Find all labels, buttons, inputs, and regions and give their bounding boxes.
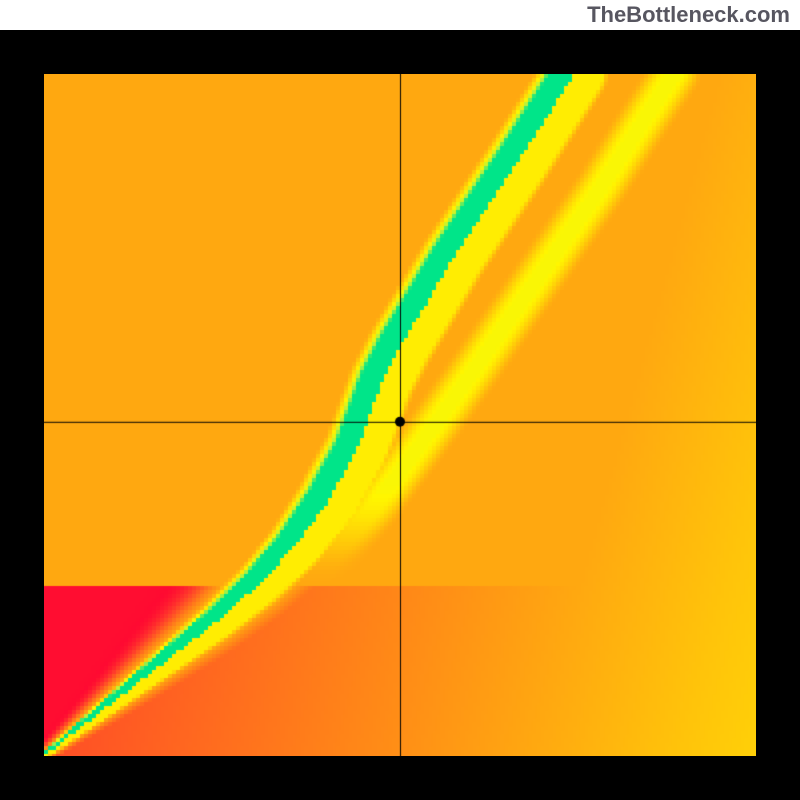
watermark-text: TheBottleneck.com xyxy=(587,2,790,28)
heatmap-plot xyxy=(44,74,756,756)
heatmap-canvas xyxy=(44,74,756,756)
chart-outer-frame xyxy=(0,30,800,800)
